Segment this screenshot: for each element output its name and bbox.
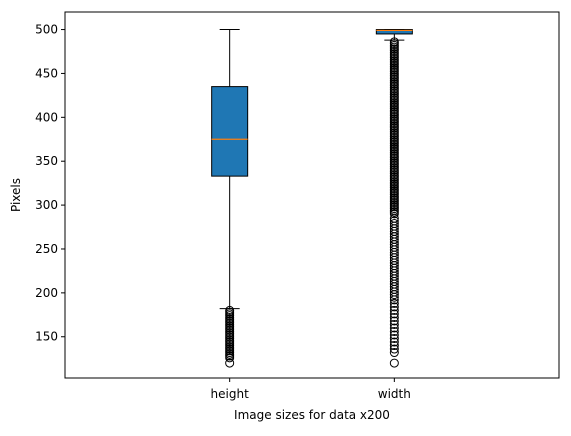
plot-area bbox=[64, 11, 560, 379]
x-tick-label: width bbox=[378, 387, 411, 401]
outlier-point bbox=[225, 353, 235, 363]
y-tick-label: 200 bbox=[35, 286, 58, 300]
outlier-point bbox=[389, 323, 399, 333]
outlier-point bbox=[389, 312, 399, 322]
y-tick-label: 450 bbox=[35, 66, 58, 80]
y-tick-label: 150 bbox=[35, 330, 58, 344]
box-iqr bbox=[375, 29, 413, 35]
y-tick-label: 250 bbox=[35, 242, 58, 256]
x-tick-label: height bbox=[211, 387, 250, 401]
x-axis: height width bbox=[211, 378, 411, 401]
outlier-point bbox=[389, 298, 399, 308]
outlier-point bbox=[389, 348, 399, 358]
y-tick-label: 300 bbox=[35, 198, 58, 212]
outlier-point bbox=[389, 337, 399, 347]
outlier-point bbox=[389, 344, 399, 354]
box-height bbox=[211, 29, 249, 368]
box-iqr bbox=[211, 86, 249, 177]
y-tick-label: 350 bbox=[35, 154, 58, 168]
outliers-height bbox=[225, 305, 235, 368]
outlier-point bbox=[225, 358, 235, 368]
y-tick-label: 500 bbox=[35, 23, 58, 37]
boxes-layer bbox=[211, 29, 413, 368]
outlier-point bbox=[389, 302, 399, 312]
outlier-point bbox=[389, 326, 399, 336]
outlier-point bbox=[389, 292, 399, 302]
outlier-point bbox=[389, 330, 399, 340]
x-axis-label: Image sizes for data x200 bbox=[234, 408, 390, 422]
y-axis: 150 200 250 300 350 400 450 500 bbox=[35, 23, 65, 344]
outlier-point bbox=[389, 341, 399, 351]
y-axis-label: Pixels bbox=[9, 178, 23, 212]
outlier-point bbox=[389, 309, 399, 319]
y-tick-label: 400 bbox=[35, 110, 58, 124]
outliers-width bbox=[389, 37, 399, 368]
outlier-point bbox=[389, 319, 399, 329]
outlier-point bbox=[389, 358, 399, 368]
outlier-point bbox=[389, 305, 399, 315]
outlier-point bbox=[389, 334, 399, 344]
box-width bbox=[375, 29, 413, 368]
outlier-point bbox=[389, 295, 399, 305]
outlier-point bbox=[389, 316, 399, 326]
outlier-point bbox=[389, 290, 399, 300]
